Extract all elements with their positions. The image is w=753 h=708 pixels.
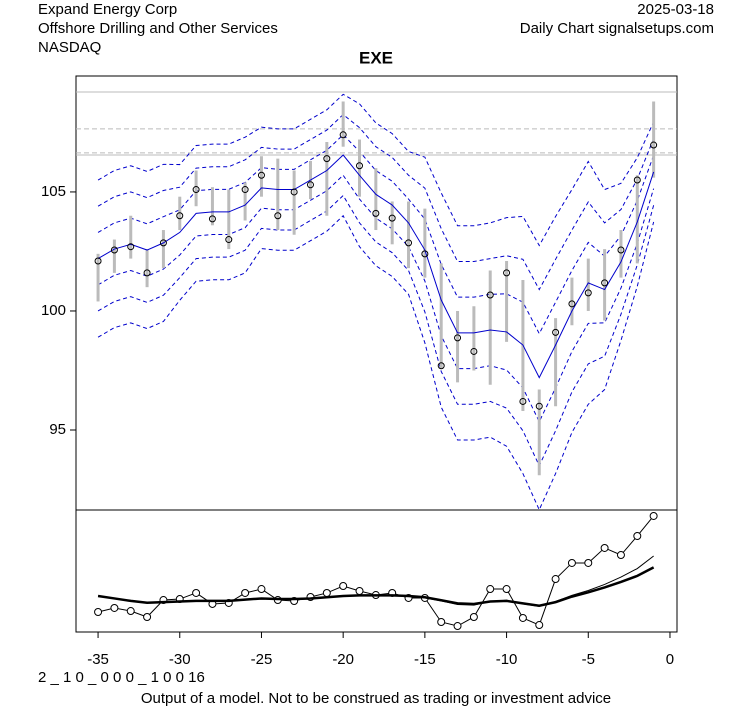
indicator-point — [567, 558, 576, 567]
band-line — [97, 214, 655, 511]
industry: Offshore Drilling and Other Services — [38, 20, 278, 37]
close-point — [617, 246, 625, 254]
close-point — [176, 212, 184, 220]
indicator-point — [322, 588, 331, 597]
close-point — [94, 257, 102, 265]
close-point — [143, 269, 151, 277]
close-point — [405, 239, 413, 247]
indicator-point — [600, 543, 609, 552]
close-point — [454, 334, 462, 342]
lower-frame — [75, 509, 678, 633]
close-point — [584, 289, 592, 297]
model-code: 2 _ 1 0 _ 0 0 0 _ 1 0 0 16 — [38, 669, 205, 686]
indicator-point — [616, 551, 625, 560]
indicator-point — [502, 585, 511, 594]
indicator-point — [192, 588, 201, 597]
close-point — [372, 209, 380, 217]
close-point — [127, 243, 135, 251]
close-point — [486, 291, 494, 299]
indicator-point — [241, 588, 250, 597]
close-point — [437, 362, 445, 370]
close-point — [356, 162, 364, 170]
x-tick-label: -30 — [169, 651, 191, 668]
indicator-point — [126, 607, 135, 616]
indicator-point — [355, 587, 364, 596]
close-point — [208, 215, 216, 223]
company: Expand Energy Corp — [38, 1, 177, 18]
center-line — [97, 154, 655, 379]
date: 2025-03-18 — [637, 1, 714, 18]
close-point — [650, 141, 658, 149]
close-point — [241, 186, 249, 194]
x-tick-label: -5 — [582, 651, 595, 668]
close-point — [192, 186, 200, 194]
exchange: NASDAQ — [38, 39, 101, 56]
indicator-point — [143, 612, 152, 621]
x-tick-label: 0 — [666, 651, 674, 668]
close-point — [568, 300, 576, 308]
close-point — [519, 397, 527, 405]
y-tick-label: 95 — [49, 421, 66, 438]
close-point — [225, 236, 233, 244]
band-line — [97, 113, 655, 291]
indicator-line — [97, 515, 655, 627]
indicator-point — [469, 612, 478, 621]
close-point — [470, 347, 478, 355]
indicator-point — [649, 511, 658, 520]
close-point — [323, 155, 331, 163]
close-point — [535, 402, 543, 410]
indicator-point — [339, 582, 348, 591]
close-point — [633, 176, 641, 184]
x-tick-label: -20 — [332, 651, 354, 668]
x-tick-label: -25 — [251, 651, 273, 668]
close-point — [601, 279, 609, 287]
source: Daily Chart signalsetups.com — [520, 20, 714, 37]
close-point — [257, 171, 265, 179]
indicator-point — [110, 603, 119, 612]
indicator-point — [535, 621, 544, 630]
x-tick-label: -35 — [87, 651, 109, 668]
indicator-point — [518, 613, 527, 622]
x-tick-label: -15 — [414, 651, 436, 668]
band-line — [97, 134, 655, 335]
close-point — [339, 131, 347, 139]
indicator-point — [453, 622, 462, 631]
close-point — [421, 250, 429, 258]
x-tick-label: -10 — [496, 651, 518, 668]
close-point — [503, 269, 511, 277]
close-point — [388, 214, 396, 222]
close-point — [306, 181, 314, 189]
indicator-point — [486, 585, 495, 594]
close-point — [110, 246, 118, 254]
y-tick-label: 100 — [41, 302, 66, 319]
close-point — [159, 239, 167, 247]
close-point — [552, 328, 560, 336]
footer: Output of a model. Not to be construed a… — [141, 690, 611, 707]
y-tick-label: 105 — [41, 183, 66, 200]
band-line — [97, 194, 655, 467]
indicator-point — [633, 531, 642, 540]
indicator-point — [584, 558, 593, 567]
indicator-line — [97, 566, 655, 608]
close-point — [290, 188, 298, 196]
chart-title: EXE — [359, 48, 393, 67]
indicator-point — [437, 617, 446, 626]
indicator-point — [94, 607, 103, 616]
close-point — [274, 212, 282, 220]
indicator-point — [551, 575, 560, 584]
indicator-point — [257, 585, 266, 594]
